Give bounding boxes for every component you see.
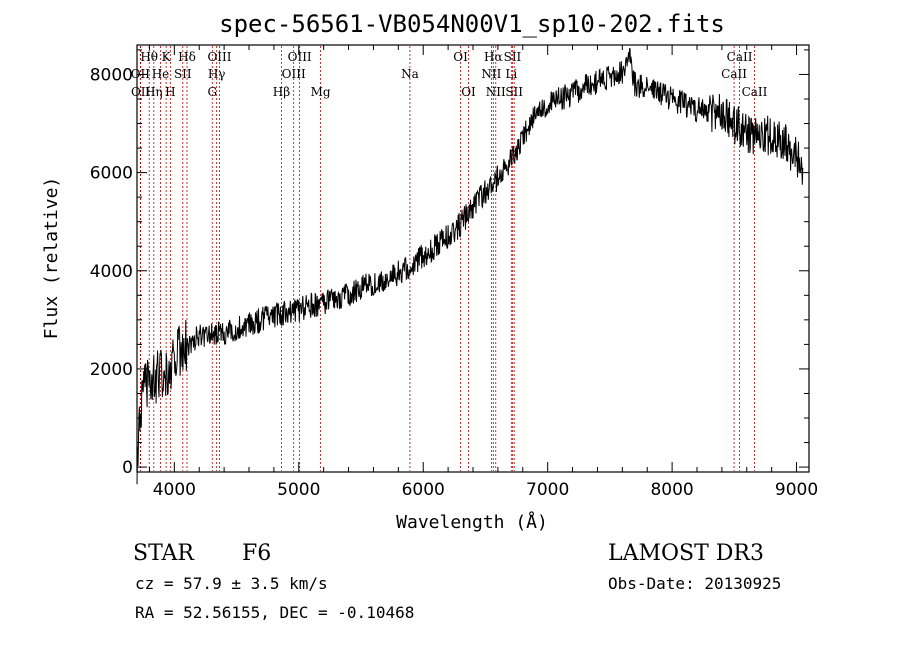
object-class: STAR	[133, 541, 195, 566]
x-tick-label: 4000	[153, 480, 196, 500]
x-axis-ticks: 4000 5000 6000 7000 8000 9000	[148, 45, 818, 500]
spectral-line-label: Hα	[484, 50, 503, 64]
x-axis-label: Wavelength (Å)	[396, 511, 548, 533]
observation-date: Obs-Date: 20130925	[608, 574, 781, 593]
x-tick-label: 6000	[402, 480, 445, 500]
spectral-line-label: SII	[174, 67, 192, 81]
y-tick-label: 4000	[90, 262, 133, 282]
spectral-line-label: OII	[131, 85, 151, 99]
y-tick-label: 8000	[90, 65, 133, 85]
spectral-line-label: OI	[461, 85, 476, 99]
spectral-line-label: H	[165, 85, 175, 99]
spectral-line-label: Li	[505, 67, 517, 81]
spectral-line-label: NII	[481, 67, 501, 81]
spectral-line-label: He	[152, 67, 170, 81]
spectral-line-label: SII	[504, 50, 522, 64]
spectral-line-label: K	[162, 50, 172, 64]
spectral-line-label: CaII	[721, 67, 747, 81]
redshift-cz: cz = 57.9 ± 3.5 km/s	[135, 574, 328, 593]
spectral-line-label: CaII	[727, 50, 753, 64]
spectral-line-label: OI	[453, 50, 468, 64]
spectral-line-label: Hθ	[140, 50, 158, 64]
ra-dec: RA = 52.56155, DEC = -0.10468	[135, 603, 414, 622]
spectral-line-label: G	[207, 85, 217, 99]
spectral-line-label: OIII	[288, 50, 312, 64]
x-tick-label: 5000	[277, 480, 320, 500]
object-subclass: F6	[242, 541, 271, 566]
spectral-line-label: Hδ	[178, 50, 196, 64]
x-tick-label: 7000	[526, 480, 569, 500]
y-tick-label: 2000	[90, 360, 133, 380]
survey-name: LAMOST DR3	[608, 541, 764, 566]
spectrum-line	[136, 47, 804, 485]
y-axis-ticks: 0 2000 4000 6000 8000	[90, 49, 809, 478]
spectral-line-label: NII	[486, 85, 506, 99]
x-tick-label: 8000	[650, 480, 693, 500]
y-axis-label: Flux (relative)	[41, 177, 62, 340]
spectral-line-label: Hη	[145, 85, 163, 99]
spectral-line-label: Na	[401, 67, 419, 81]
spectral-line-label: Hβ	[273, 85, 290, 99]
spectral-line-label: CaII	[742, 85, 768, 99]
chart-title: spec-56561-VB054N00V1_sp10-202.fits	[219, 10, 725, 38]
x-tick-label: 9000	[775, 480, 818, 500]
spectral-line-label: Hγ	[208, 67, 226, 81]
spectral-line-label: Mg	[311, 85, 331, 99]
y-tick-label: 0	[122, 458, 133, 478]
y-tick-label: 6000	[90, 164, 133, 184]
spectral-line-markers	[139, 46, 755, 471]
spectral-line-label: OIII	[282, 67, 306, 81]
spectral-line-label: OIII	[207, 50, 231, 64]
spectral-line-label: SII	[505, 85, 523, 99]
